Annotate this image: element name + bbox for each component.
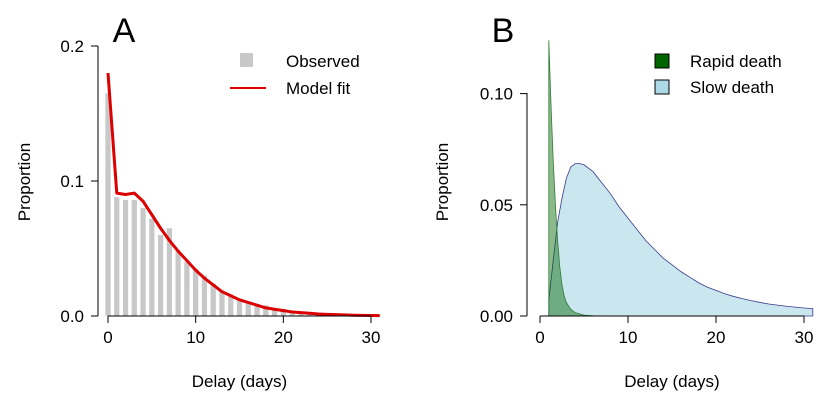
legend-swatch-slow-death (654, 79, 670, 95)
observed-bar (271, 307, 278, 316)
x-tick-label: 10 (619, 328, 638, 347)
y-tick-label: 0.10 (480, 85, 513, 104)
panel-label: B (492, 12, 515, 50)
x-tick-label: 20 (274, 328, 293, 347)
observed-bar (149, 218, 155, 316)
observed-bar (175, 251, 181, 316)
x-tick-label: 0 (103, 328, 112, 347)
legend-swatch-rapid-death (654, 53, 670, 69)
legend-label-model-fit: Model fit (286, 79, 351, 98)
observed-bar (210, 283, 216, 316)
observed-bar (228, 294, 234, 316)
observed-bar (245, 301, 251, 316)
y-tick-label: 0.2 (60, 37, 84, 56)
x-tick-label: 20 (707, 328, 726, 347)
panel-b: B 0 10 20 30 Delay (days) 0.00 0.05 0.10 Proporti… (433, 12, 813, 391)
model-fit-line (106, 72, 380, 318)
observed-bar (140, 208, 146, 316)
x-tick-label: 0 (535, 328, 544, 347)
observed-bar (122, 199, 129, 316)
y-tick-label: 0.1 (60, 172, 84, 191)
y-tick-label: 0.0 (60, 307, 84, 326)
y-axis-title: Proportion (433, 143, 452, 221)
x-axis-title: Delay (days) (624, 372, 719, 391)
observed-bar (105, 93, 111, 316)
observed-bar (114, 197, 120, 316)
x-tick-label: 10 (186, 328, 205, 347)
observed-bar (157, 235, 164, 316)
observed-bar (201, 275, 208, 316)
x-axis-title: Delay (days) (192, 372, 287, 391)
x-tick-label: 30 (795, 328, 814, 347)
panel-label: A (113, 12, 136, 50)
observed-bar (193, 268, 199, 316)
observed-bar (254, 303, 260, 316)
observed-bar (184, 262, 190, 316)
observed-bar (131, 199, 137, 316)
legend-swatch-observed (240, 53, 253, 67)
observed-bar (236, 298, 243, 316)
y-axis-title: Proportion (15, 143, 34, 221)
legend-label-observed: Observed (286, 52, 360, 71)
y-tick-label: 0.05 (480, 196, 513, 215)
y-tick-label: 0.00 (480, 307, 513, 326)
observed-bar (263, 305, 269, 316)
observed-bar (219, 290, 225, 316)
slow-death-area (548, 163, 814, 317)
panel-a: A 0 10 20 30 Delay (days) 0.0 0.1 0.2 Proportion O… (15, 12, 380, 391)
observed-bar (166, 228, 172, 316)
x-tick-label: 30 (362, 328, 381, 347)
observed-bar (280, 309, 286, 316)
legend-label-slow-death: Slow death (690, 78, 774, 97)
rapid-death-area (548, 40, 594, 317)
legend-label-rapid-death: Rapid death (690, 52, 782, 71)
